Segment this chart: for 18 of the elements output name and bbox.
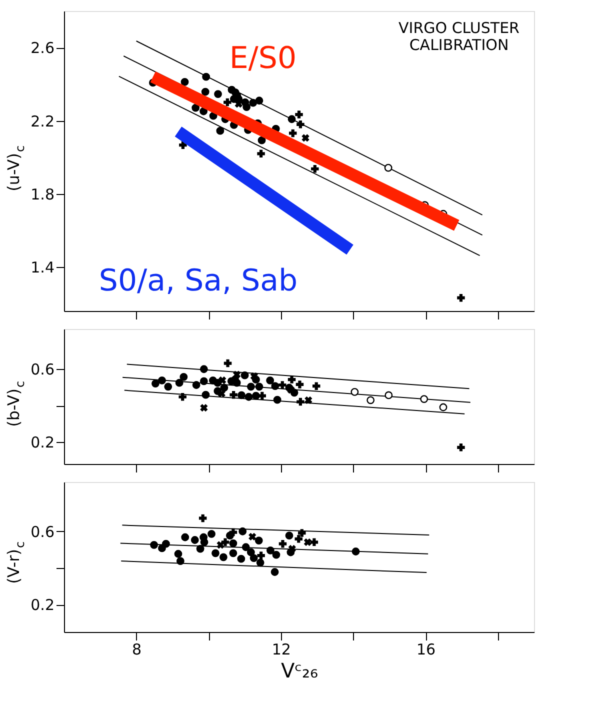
annotation: VIRGO CLUSTER CALIBRATION — [398, 19, 520, 54]
y-tick-label: 2.2 — [30, 112, 54, 130]
x-axis-title: Vᶜ₂₆ — [280, 658, 318, 682]
y-tick-label: 1.4 — [30, 258, 54, 277]
series-label: E/S0 — [229, 40, 297, 76]
y-tick-label: 2.6 — [30, 39, 54, 58]
x-tick-label: 16 — [416, 640, 436, 658]
y-tick-label: 0.6 — [30, 360, 54, 379]
x-tick-label: 8 — [132, 640, 142, 658]
y-tick-label: 0.2 — [30, 434, 54, 452]
y-axis-title: (b-V)c — [4, 380, 27, 427]
y-axis-title: (u-V)c — [4, 145, 27, 192]
x-tick-label: 12 — [272, 640, 291, 658]
y-axis-title: (V-r)c — [4, 541, 27, 584]
y-tick-label: 1.8 — [30, 185, 54, 204]
y-tick-label: 0.6 — [30, 522, 54, 541]
series-label: S0/a, Sa, Sab — [98, 264, 298, 299]
y-tick-label: 0.2 — [30, 596, 54, 614]
